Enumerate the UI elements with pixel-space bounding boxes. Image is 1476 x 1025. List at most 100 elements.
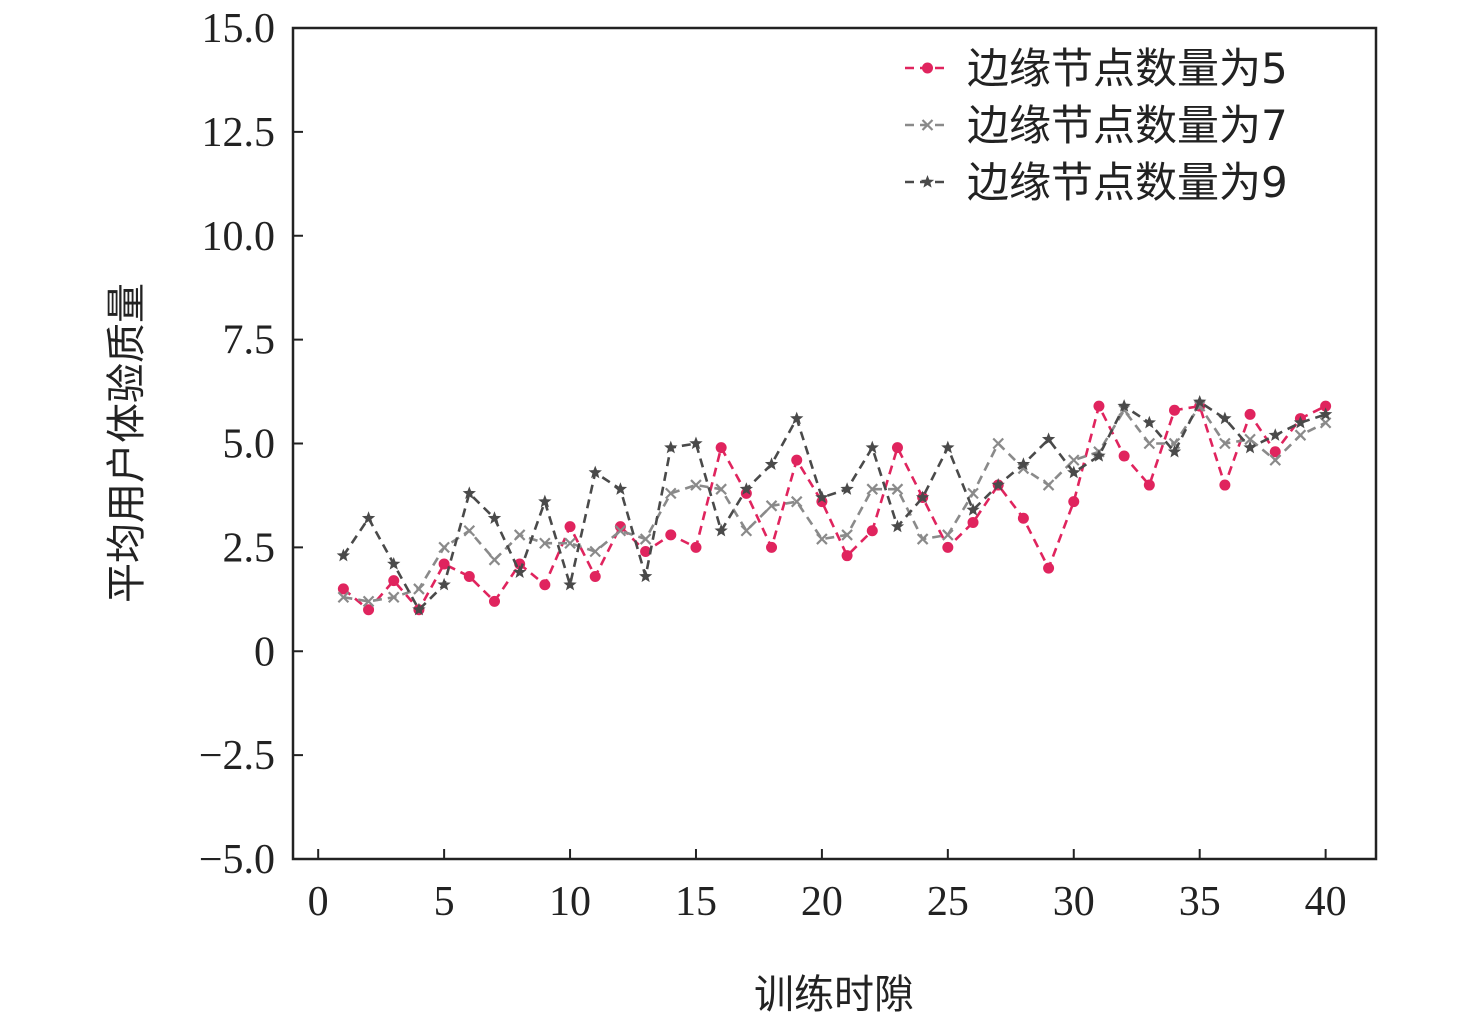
series-3-point bbox=[991, 478, 1005, 491]
series-3-point bbox=[462, 486, 476, 500]
y-axis: −5.0 −2.5 0 2.5 5.0 7.5 10.0 12.5 15.0 bbox=[199, 6, 303, 883]
series-2-point bbox=[413, 583, 425, 595]
series-3-point bbox=[1016, 457, 1031, 470]
series-3-point bbox=[563, 577, 577, 591]
series-2-point bbox=[1294, 429, 1307, 441]
series-1-point bbox=[891, 442, 903, 454]
legend-marker bbox=[921, 119, 934, 131]
legend-marker bbox=[920, 175, 935, 188]
series-1-point bbox=[791, 454, 803, 466]
series-3-point bbox=[865, 440, 879, 454]
series-3-point bbox=[714, 523, 728, 537]
series-2-point bbox=[387, 591, 400, 604]
y-axis-title: 平均用户体验质量 bbox=[104, 283, 150, 603]
series-2-point bbox=[740, 524, 753, 537]
series-1-point bbox=[1068, 496, 1080, 508]
series-3-point bbox=[613, 482, 628, 495]
series-3-point bbox=[538, 494, 552, 508]
series-3-point bbox=[790, 411, 804, 425]
series-2-point bbox=[665, 487, 677, 500]
series-3-point bbox=[412, 602, 426, 616]
series-1-point bbox=[1017, 512, 1029, 524]
series-3-point bbox=[638, 569, 653, 583]
series-3-point bbox=[739, 482, 754, 495]
series-3-point bbox=[1167, 444, 1182, 458]
series-1-point bbox=[942, 541, 954, 553]
series-1-point bbox=[564, 521, 576, 533]
x-tick-label: 40 bbox=[1305, 879, 1347, 925]
series-1-point bbox=[363, 604, 375, 616]
y-tick-label: 7.5 bbox=[223, 318, 276, 364]
series-3-point bbox=[764, 457, 779, 470]
series-2-point bbox=[1269, 454, 1282, 466]
x-tick-label: 20 bbox=[801, 879, 843, 925]
series-1-point bbox=[1169, 404, 1181, 416]
series-2-point bbox=[1042, 479, 1055, 491]
series-3-point bbox=[361, 511, 376, 524]
series-2-point bbox=[438, 541, 450, 554]
series-1-point bbox=[715, 442, 727, 454]
series-3-point bbox=[689, 436, 703, 450]
series-1-point bbox=[463, 570, 475, 582]
series-1-line bbox=[342, 402, 1327, 612]
series-3 bbox=[336, 394, 1333, 616]
series-3-point bbox=[1293, 415, 1308, 429]
series-2-point bbox=[1017, 462, 1030, 475]
series-2-point bbox=[1219, 437, 1231, 450]
series-3-point bbox=[664, 440, 678, 454]
y-tick-label: 15.0 bbox=[202, 6, 276, 52]
y-tick-label: 0 bbox=[254, 629, 275, 675]
series-2-point bbox=[891, 483, 904, 495]
series-1-point bbox=[640, 546, 652, 558]
series-1-point bbox=[337, 583, 349, 595]
legend: 边缘节点数量为5 边缘节点数量为7 边缘节点数量为9 bbox=[905, 44, 1288, 207]
series-3-point bbox=[840, 482, 854, 495]
series-3-point bbox=[1067, 465, 1081, 479]
series-3-point bbox=[1092, 448, 1106, 462]
series-2-point bbox=[866, 483, 879, 495]
series-3-point bbox=[1243, 440, 1257, 454]
series-2-point bbox=[1244, 433, 1256, 446]
series-1-point bbox=[1219, 479, 1231, 491]
series-1-point bbox=[539, 579, 551, 591]
legend-label: 边缘节点数量为5 bbox=[967, 44, 1288, 93]
x-tick-label: 30 bbox=[1053, 879, 1095, 925]
series-2-point bbox=[614, 524, 627, 537]
series-3-point bbox=[815, 490, 829, 504]
series-1-point bbox=[1093, 400, 1105, 412]
series-2-point bbox=[715, 483, 727, 495]
series-1-point bbox=[1143, 479, 1155, 491]
series-1-point bbox=[766, 541, 778, 553]
y-tick-label: −2.5 bbox=[199, 733, 275, 779]
y-tick-label: 2.5 bbox=[223, 525, 276, 571]
legend-marker bbox=[922, 62, 933, 74]
plot-frame bbox=[291, 26, 1378, 861]
series-3-point bbox=[1142, 415, 1156, 429]
series-2-point bbox=[589, 545, 602, 558]
x-axis-title: 训练时隙 bbox=[754, 972, 914, 1018]
series-2 bbox=[337, 400, 1332, 608]
series-3-point bbox=[588, 465, 602, 479]
series-3-point bbox=[966, 502, 980, 516]
series-3-point bbox=[387, 557, 401, 570]
series-2-line bbox=[343, 403, 1327, 603]
series-1-point bbox=[1269, 446, 1281, 458]
series-3-line bbox=[342, 400, 1327, 612]
series-2-point bbox=[463, 524, 476, 537]
series-1-point bbox=[1320, 400, 1332, 412]
series-2-point bbox=[765, 500, 778, 512]
series-1-point bbox=[388, 575, 400, 587]
series-3-point bbox=[513, 565, 527, 578]
x-tick-label: 0 bbox=[308, 879, 329, 925]
series-1-point bbox=[1118, 450, 1130, 462]
y-tick-label: 10.0 bbox=[202, 214, 276, 260]
series-2-point bbox=[337, 591, 350, 604]
series-3-point bbox=[437, 577, 451, 591]
series-3-point bbox=[1268, 428, 1282, 441]
series-3-point bbox=[1318, 407, 1333, 421]
series-3-point bbox=[336, 548, 351, 562]
series-1-point bbox=[665, 529, 677, 541]
x-tick-label: 15 bbox=[675, 879, 717, 925]
